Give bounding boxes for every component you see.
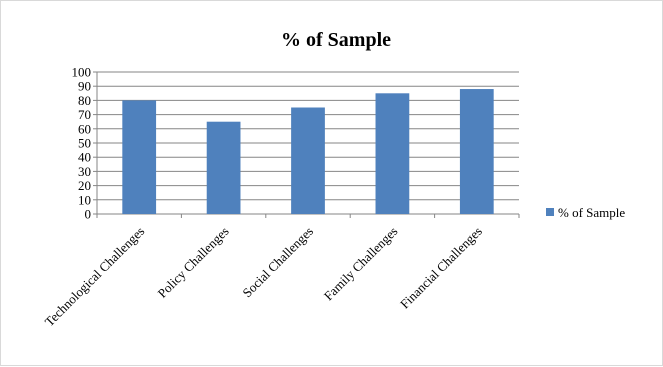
x-category-label: Financial Challenges [397, 224, 485, 312]
y-tick-label: 80 [78, 93, 91, 108]
bar [122, 100, 157, 214]
y-tick-label: 10 [78, 192, 91, 207]
y-tick-label: 20 [78, 178, 91, 193]
y-tick-label: 40 [78, 150, 91, 165]
legend-label: % of Sample [558, 205, 625, 220]
legend: % of Sample [546, 205, 625, 220]
x-category-label: Family Challenges [321, 224, 401, 304]
y-tick-label: 70 [78, 107, 91, 122]
bar [459, 89, 494, 214]
bar [291, 107, 325, 214]
legend-swatch [546, 208, 554, 216]
y-tick-label: 50 [78, 136, 91, 151]
x-axis-labels: Technological Challenges Policy Challenge… [42, 224, 485, 330]
y-tick-label: 60 [78, 121, 91, 136]
bar [375, 93, 410, 214]
x-category-label: Social Challenges [239, 224, 316, 301]
y-tick-label: 100 [72, 65, 92, 80]
chart-title: % of Sample [281, 29, 391, 51]
y-tick-label: 0 [85, 207, 92, 222]
x-category-label: Technological Challenges [42, 224, 148, 330]
y-tick-label: 30 [78, 164, 91, 179]
bar [206, 121, 241, 214]
y-tick-label: 90 [78, 79, 91, 94]
bars [122, 89, 494, 214]
x-category-label: Policy Challenges [154, 224, 231, 301]
